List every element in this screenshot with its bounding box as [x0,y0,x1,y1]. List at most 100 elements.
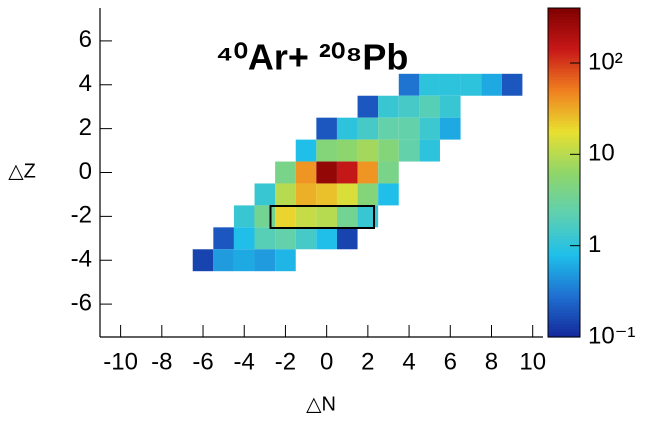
colorbar-segment [548,134,580,138]
colorbar-segment [548,153,580,157]
x-tick-label: -10 [103,348,138,375]
colorbar-segment [548,205,580,209]
colorbar-segment [548,295,580,300]
heatmap-cell [213,227,234,250]
colorbar-segment [548,210,580,215]
colorbar-segment [548,117,580,122]
x-tick-label: -6 [192,348,213,375]
colorbar-segment [548,331,580,335]
colorbar-segment [548,46,580,50]
colorbar-segment [548,125,580,130]
colorbar-segment [548,315,580,319]
colorbar-segment [548,293,580,297]
chart-title: ⁴⁰Ar+ ²⁰⁸Pb [216,37,409,78]
colorbar-segment [548,10,580,15]
heatmap-cell [336,161,358,184]
colorbar-segment [548,216,580,220]
heatmap-cell [398,139,420,162]
heatmap-cell [357,139,379,162]
colorbar-segment [548,161,580,165]
colorbar-segment [548,128,580,132]
heatmap-cell [378,117,399,140]
heatmap-cell [378,95,399,118]
colorbar-segment [548,328,580,333]
colorbar-segment [548,191,580,196]
colorbar-segment [548,282,580,286]
heatmap-cell [316,139,337,162]
colorbar-segment [548,238,580,242]
heatmap-cell [316,205,337,228]
colorbar-segment [548,145,580,149]
x-tick-label: 2 [361,348,374,375]
heatmap-cell [336,117,358,140]
colorbar-segment [548,175,580,179]
heatmap-cell [419,95,440,118]
colorbar-segment [548,90,580,94]
colorbar-segment [548,164,580,168]
y-axis-label: △Z [8,160,36,182]
colorbar-segment [548,243,580,248]
heatmap-cell [275,183,296,206]
heatmap-cell [213,249,234,272]
x-tick-label: 6 [444,348,457,375]
colorbar-segment [548,287,580,291]
colorbar-segment [548,257,580,261]
x-axis-label: △N [306,393,336,415]
colorbar-segment [548,8,580,12]
heatmap-cell [501,73,523,96]
colorbar-segment [548,147,580,152]
colorbar-segment [548,208,580,212]
heatmap-cell [439,73,461,96]
colorbar-segment [548,279,580,283]
heatmap-cell [275,161,296,184]
colorbar-segment [548,232,580,237]
colorbar-segment [548,284,580,289]
colorbar-segment [548,227,580,231]
y-tick-label: 6 [79,26,92,53]
colorbar-segment [548,35,580,39]
colorbar-segment [548,254,580,259]
heatmap-cell [378,139,399,162]
colorbar-segment [548,18,580,23]
x-tick-label: -4 [234,348,255,375]
colorbar-segment [548,241,580,245]
colorbar-segment [548,276,580,281]
colorbar-segment [548,326,580,330]
x-tick-label: 10 [519,348,546,375]
colorbar-segment [548,114,580,119]
heatmap-cell [419,139,440,162]
y-tick-label: -6 [71,289,92,316]
colorbar-segment [548,123,580,127]
heatmap-cell [357,183,379,206]
colorbar-segment [548,260,580,264]
heatmap-cell [357,161,379,184]
colorbar-tick-label: 10² [588,48,623,75]
colorbar-segment [548,62,580,67]
heatmap-cell [316,183,337,206]
colorbar-segment [548,60,580,64]
heatmap-cell [295,161,317,184]
colorbar-segment [548,49,580,53]
heatmap-cell [336,205,358,228]
heatmap-cell [378,161,399,184]
heatmap-cell [295,227,317,250]
colorbar-segment [548,317,580,322]
colorbar-segment [548,186,580,190]
heatmap-cell [316,161,337,184]
colorbar-segment [548,268,580,272]
heatmap-cell [295,139,317,162]
colorbar-segment [548,169,580,174]
colorbar-segment [548,40,580,45]
heatmap-cell [275,205,296,228]
colorbar-segment [548,262,580,267]
heatmap-cell [275,227,296,250]
colorbar-segment [548,82,580,86]
colorbar-segment [548,290,580,294]
colorbar-segment [548,92,580,97]
colorbar-segment [548,51,580,56]
colorbar-segment [548,320,580,324]
colorbar-segment [548,120,580,124]
colorbar-segment [548,101,580,105]
x-tick-label: 0 [320,348,333,375]
colorbar-segment [548,230,580,234]
